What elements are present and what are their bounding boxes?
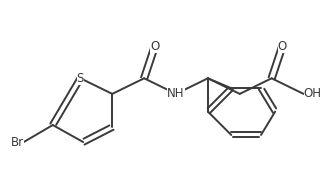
- Text: O: O: [150, 40, 159, 53]
- Text: Br: Br: [11, 136, 24, 149]
- Text: NH: NH: [167, 87, 185, 100]
- Text: O: O: [278, 40, 287, 53]
- Text: S: S: [77, 72, 84, 85]
- Text: OH: OH: [304, 87, 321, 100]
